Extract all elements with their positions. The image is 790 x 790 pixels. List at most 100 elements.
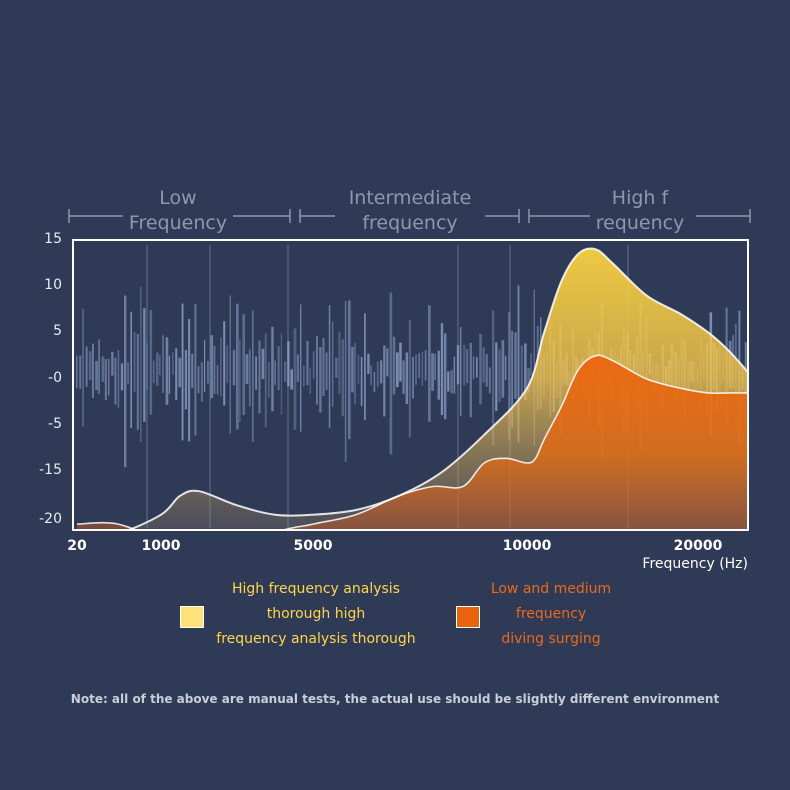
noise-bar bbox=[111, 351, 114, 376]
noise-bar bbox=[530, 353, 532, 376]
noise-bar bbox=[492, 310, 495, 446]
noise-bar bbox=[325, 352, 328, 390]
noise-bar bbox=[207, 361, 209, 384]
noise-bar bbox=[140, 287, 142, 443]
noise-bar bbox=[271, 326, 274, 412]
noise-bar bbox=[264, 333, 267, 428]
noise-bar bbox=[120, 363, 124, 391]
noise-bar bbox=[376, 361, 379, 388]
noise-bar bbox=[168, 355, 171, 394]
noise-bar bbox=[421, 352, 424, 386]
legend-line: thorough high bbox=[266, 606, 366, 622]
noise-bar bbox=[440, 323, 444, 416]
legend-line: diving surging bbox=[501, 631, 601, 647]
noise-bar bbox=[165, 337, 169, 405]
noise-bar bbox=[197, 366, 200, 394]
legend-line: Low and medium bbox=[490, 581, 612, 597]
series-line-high-frequency bbox=[125, 247, 748, 530]
noise-bar bbox=[255, 356, 257, 390]
noise-bar bbox=[501, 340, 505, 398]
noise-bar bbox=[517, 285, 520, 443]
noise-bar bbox=[114, 357, 117, 405]
noise-bar bbox=[392, 336, 396, 395]
noise-bar bbox=[98, 339, 100, 394]
noise-bar bbox=[104, 359, 107, 401]
noise-bar bbox=[258, 340, 261, 414]
noise-bar bbox=[389, 292, 393, 455]
noise-bar bbox=[450, 370, 453, 394]
noise-bar bbox=[344, 300, 347, 462]
legend-text-orange: Low and medium frequency diving surging bbox=[476, 577, 626, 652]
noise-bar bbox=[351, 346, 354, 393]
noise-bar bbox=[296, 354, 299, 382]
noise-bar bbox=[322, 338, 325, 396]
noise-bar bbox=[424, 349, 427, 381]
y-tick-label: -5 bbox=[48, 416, 62, 432]
noise-bar bbox=[472, 356, 475, 380]
noise-bar bbox=[124, 295, 127, 468]
noise-bar bbox=[476, 357, 478, 378]
noise-bar bbox=[328, 305, 331, 428]
noise-bar bbox=[332, 321, 334, 407]
noise-bar bbox=[204, 340, 206, 392]
noise-bar bbox=[159, 355, 161, 376]
noise-bar bbox=[220, 337, 222, 397]
noise-bar bbox=[226, 345, 229, 383]
band-label-line1: High f bbox=[611, 187, 669, 209]
band-label-line2: requency bbox=[595, 212, 685, 234]
band-label-line1: Low bbox=[159, 187, 197, 209]
noise-bar bbox=[485, 354, 488, 387]
noise-bar bbox=[152, 360, 155, 384]
noise-bar bbox=[149, 310, 153, 415]
noise-bar bbox=[405, 352, 409, 404]
noise-bar bbox=[82, 308, 84, 427]
noise-bar bbox=[156, 352, 159, 386]
noise-bar bbox=[364, 313, 366, 421]
noise-bar bbox=[178, 357, 181, 388]
noise-bar bbox=[437, 350, 440, 400]
y-tick-label: -15 bbox=[39, 462, 62, 478]
noise-bar bbox=[386, 348, 389, 377]
noise-bar bbox=[191, 353, 194, 388]
legend-line: frequency bbox=[515, 606, 587, 622]
noise-bar bbox=[412, 357, 414, 399]
legend-swatch-yellow bbox=[180, 606, 204, 628]
noise-bar bbox=[239, 339, 241, 423]
noise-bar bbox=[514, 332, 517, 399]
noise-bar bbox=[236, 303, 239, 430]
noise-bar bbox=[175, 348, 178, 400]
noise-bar bbox=[348, 300, 351, 440]
band-label-high: High f requency bbox=[570, 186, 710, 236]
noise-bar bbox=[146, 343, 148, 390]
noise-bar bbox=[520, 345, 523, 396]
noise-bar bbox=[76, 355, 78, 388]
x-tick-label: 10000 bbox=[502, 538, 552, 554]
noise-bar bbox=[95, 360, 98, 390]
noise-bar bbox=[415, 354, 417, 385]
legend-swatch-orange bbox=[456, 606, 480, 628]
noise-bar bbox=[316, 336, 318, 405]
noise-bar bbox=[252, 310, 254, 442]
noise-bar bbox=[335, 357, 338, 378]
noise-bar bbox=[511, 330, 514, 428]
noise-bar bbox=[172, 352, 174, 375]
legend-line: frequency analysis thorough bbox=[216, 631, 416, 647]
noise-bar bbox=[162, 335, 164, 393]
noise-bar bbox=[399, 342, 402, 382]
band-brackets bbox=[68, 209, 751, 223]
series-area-low-medium-frequency bbox=[77, 355, 748, 530]
noise-bar bbox=[274, 360, 276, 386]
noise-bar bbox=[367, 353, 370, 374]
noise-bar bbox=[453, 356, 456, 394]
noise-bar bbox=[527, 368, 530, 394]
noise-bar bbox=[504, 355, 507, 380]
noise-bar bbox=[498, 349, 501, 402]
noise-bar bbox=[130, 311, 132, 428]
band-label-low: Low Frequency bbox=[108, 186, 248, 236]
noise-bar bbox=[79, 355, 82, 389]
noise-bar bbox=[444, 333, 447, 420]
noise-bar bbox=[127, 362, 129, 384]
noise-bar bbox=[428, 305, 431, 422]
noise-bar bbox=[232, 350, 236, 386]
